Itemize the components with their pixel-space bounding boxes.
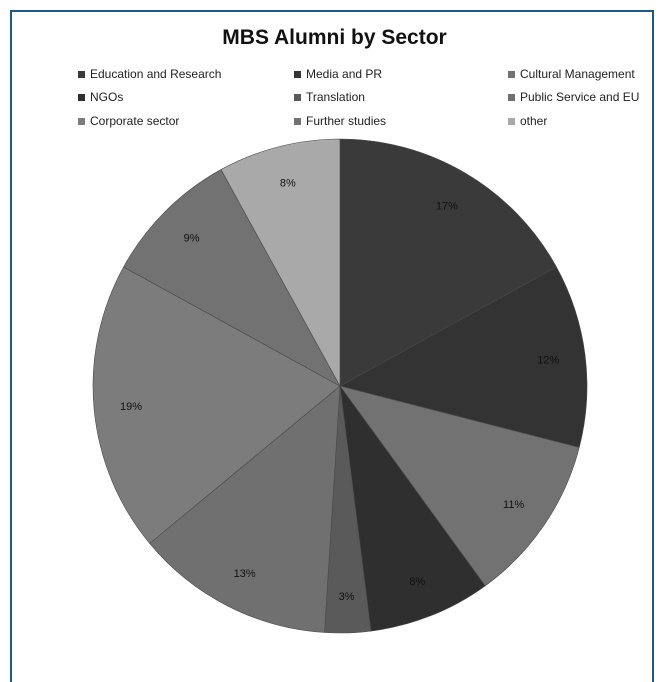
legend-swatch xyxy=(508,70,515,78)
legend-label: Corporate sector xyxy=(90,114,180,128)
chart-title: MBS Alumni by Sector xyxy=(222,26,447,49)
pie-slice xyxy=(339,138,557,387)
pie-slice xyxy=(339,385,580,587)
chart-legend: Education and Research Media and PR Cult… xyxy=(0,0,669,140)
slice-data-label: 11% xyxy=(503,499,524,511)
slice-data-label: 12% xyxy=(537,355,559,367)
legend-item: NGOs xyxy=(78,90,123,104)
slice-data-label: 3% xyxy=(339,591,355,603)
legend-swatch xyxy=(78,70,85,78)
legend-label: Education and Research xyxy=(90,67,222,81)
legend-label: Further studies xyxy=(306,114,387,128)
pie-slice xyxy=(149,385,341,633)
pie-slice xyxy=(339,266,588,448)
legend-label: other xyxy=(520,114,548,128)
pie-slice xyxy=(220,138,341,387)
legend-label: Translation xyxy=(306,90,365,104)
legend-item: other xyxy=(508,114,547,128)
slice-data-label: 9% xyxy=(184,233,200,245)
legend-swatch xyxy=(508,93,515,101)
slice-data-label: 8% xyxy=(280,178,296,190)
legend-swatch xyxy=(508,117,515,125)
legend-swatch xyxy=(78,93,85,101)
legend-swatch xyxy=(294,70,301,78)
slice-data-label: 19% xyxy=(120,401,142,413)
legend-label: Cultural Management xyxy=(520,67,635,81)
legend-swatch xyxy=(78,117,85,125)
legend-label: Media and PR xyxy=(306,67,383,81)
legend-swatch xyxy=(294,117,301,125)
legend-item: Education and Research xyxy=(78,67,221,81)
slice-data-label: 8% xyxy=(409,576,425,588)
pie-slice xyxy=(123,169,341,387)
legend-swatch xyxy=(294,93,301,101)
legend-item: Cultural Management xyxy=(508,67,635,81)
legend-item: Translation xyxy=(294,90,365,104)
slice-data-label: 17% xyxy=(436,200,458,212)
legend-item: Further studies xyxy=(294,114,386,128)
pie-slice xyxy=(92,266,341,544)
legend-item: Media and PR xyxy=(294,67,382,81)
pie-slice xyxy=(339,385,486,632)
legend-item: Public Service and EU xyxy=(508,90,639,104)
legend-label: NGOs xyxy=(90,90,124,104)
legend-label: Public Service and EU xyxy=(520,90,640,104)
slice-data-label: 13% xyxy=(234,568,256,580)
legend-item: Corporate sector xyxy=(78,114,179,128)
